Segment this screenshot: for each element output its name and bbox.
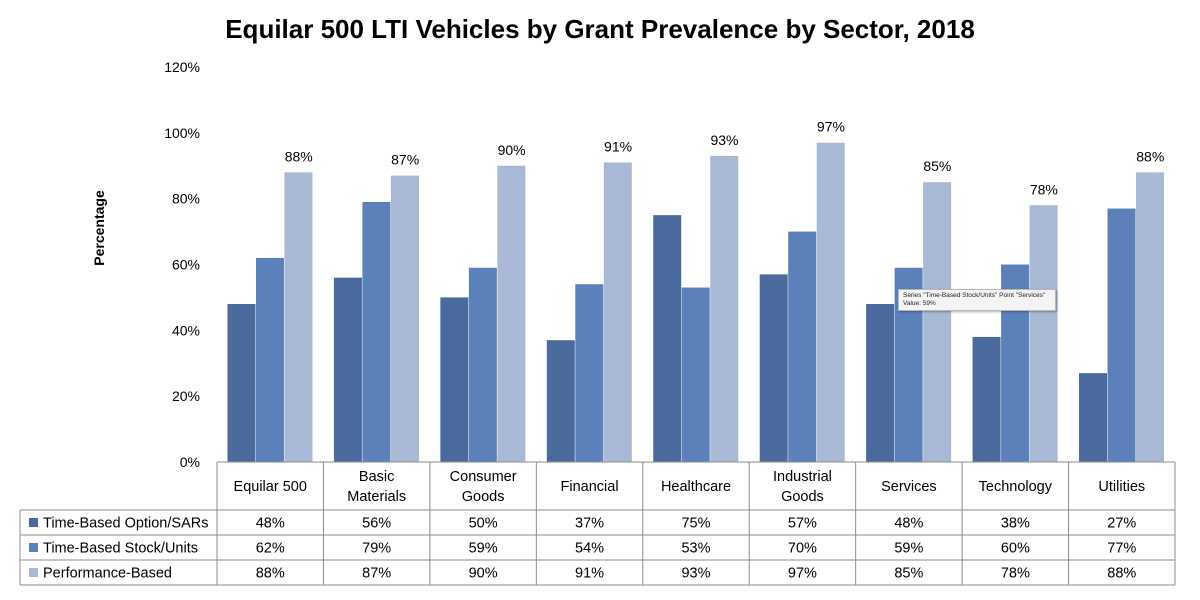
bar-1-1: [362, 201, 391, 463]
bar-1-3: [575, 284, 604, 462]
bar-2-1: [390, 175, 419, 462]
bar-2-4: [710, 155, 739, 462]
data-label: 97%: [817, 119, 845, 135]
table-value: 85%: [894, 566, 923, 582]
bar-0-1: [333, 277, 362, 462]
category-label: Consumer: [450, 469, 517, 485]
table-value: 87%: [362, 566, 391, 582]
legend-series-name: Time-Based Stock/Units: [43, 541, 198, 557]
data-label: 88%: [285, 148, 313, 164]
table-value: 90%: [469, 566, 498, 582]
bar-0-7: [972, 336, 1001, 462]
bar-0-6: [866, 304, 895, 462]
bar-2-7: [1029, 205, 1058, 462]
table-value: 93%: [681, 566, 710, 582]
chart-title: Equilar 500 LTI Vehicles by Grant Preval…: [225, 14, 975, 44]
category-label: Financial: [561, 479, 619, 495]
category-label: Goods: [781, 489, 824, 505]
data-label: 93%: [710, 132, 738, 148]
bar-1-0: [255, 257, 284, 462]
bar-2-8: [1136, 172, 1165, 463]
bar-0-5: [759, 274, 788, 462]
table-value: 77%: [1107, 541, 1136, 557]
category-label: Equilar 500: [234, 479, 307, 495]
bar-2-0: [284, 172, 313, 463]
y-tick-label: 80%: [172, 191, 200, 207]
chart-tooltip: Series "Time-Based Stock/Units" Point "S…: [898, 289, 1056, 311]
bar-0-3: [546, 340, 575, 462]
bar-2-3: [603, 162, 632, 463]
table-value: 37%: [575, 516, 604, 532]
table-value: 48%: [256, 516, 285, 532]
bar-2-5: [816, 142, 845, 463]
legend-series-name: Performance-Based: [43, 566, 172, 582]
legend-swatch: [29, 568, 38, 577]
bar-0-4: [653, 215, 682, 462]
legend-swatch: [29, 543, 38, 552]
y-tick-label: 60%: [172, 257, 200, 273]
bar-0-8: [1079, 373, 1108, 462]
table-value: 50%: [469, 516, 498, 532]
bar-0-2: [440, 297, 469, 462]
table-value: 48%: [894, 516, 923, 532]
bar-1-8: [1107, 208, 1136, 462]
data-label: 85%: [923, 158, 951, 174]
bar-0-0: [227, 304, 256, 462]
table-value: 57%: [788, 516, 817, 532]
category-label: Basic: [359, 469, 394, 485]
category-label: Goods: [462, 489, 505, 505]
table-value: 97%: [788, 566, 817, 582]
data-label: 91%: [604, 138, 632, 154]
bar-2-6: [923, 182, 952, 463]
data-label: 90%: [498, 142, 526, 158]
category-label: Materials: [347, 489, 406, 505]
y-tick-label: 20%: [172, 388, 200, 404]
table-value: 79%: [362, 541, 391, 557]
table-value: 88%: [1107, 566, 1136, 582]
data-label: 88%: [1136, 148, 1164, 164]
table-value: 27%: [1107, 516, 1136, 532]
category-label: Industrial: [773, 469, 832, 485]
table-value: 75%: [681, 516, 710, 532]
table-value: 91%: [575, 566, 604, 582]
bar-1-2: [468, 267, 497, 462]
table-value: 56%: [362, 516, 391, 532]
bar-1-5: [788, 231, 817, 462]
table-value: 59%: [469, 541, 498, 557]
table-value: 53%: [681, 541, 710, 557]
category-label: Utilities: [1098, 479, 1145, 495]
category-label: Services: [881, 479, 937, 495]
bar-2-2: [497, 165, 526, 462]
legend-swatch: [29, 518, 38, 527]
y-tick-label: 0%: [180, 454, 200, 470]
table-value: 59%: [894, 541, 923, 557]
bar-1-4: [681, 287, 710, 462]
table-value: 70%: [788, 541, 817, 557]
category-label: Healthcare: [661, 479, 731, 495]
tooltip-series-line: Series "Time-Based Stock/Units" Point "S…: [903, 292, 1046, 299]
table-value: 78%: [1001, 566, 1030, 582]
y-tick-label: 100%: [164, 125, 200, 141]
data-label: 87%: [391, 152, 419, 168]
y-axis-label: Percentage: [91, 190, 107, 266]
data-label: 78%: [1030, 181, 1058, 197]
table-value: 38%: [1001, 516, 1030, 532]
table-value: 60%: [1001, 541, 1030, 557]
y-tick-label: 120%: [164, 59, 200, 75]
tooltip-value-line: Value: 59%: [903, 300, 936, 307]
legend-series-name: Time-Based Option/SARs: [43, 516, 208, 532]
y-tick-label: 40%: [172, 322, 200, 338]
table-value: 54%: [575, 541, 604, 557]
table-value: 62%: [256, 541, 285, 557]
category-label: Technology: [979, 479, 1053, 495]
table-value: 88%: [256, 566, 285, 582]
